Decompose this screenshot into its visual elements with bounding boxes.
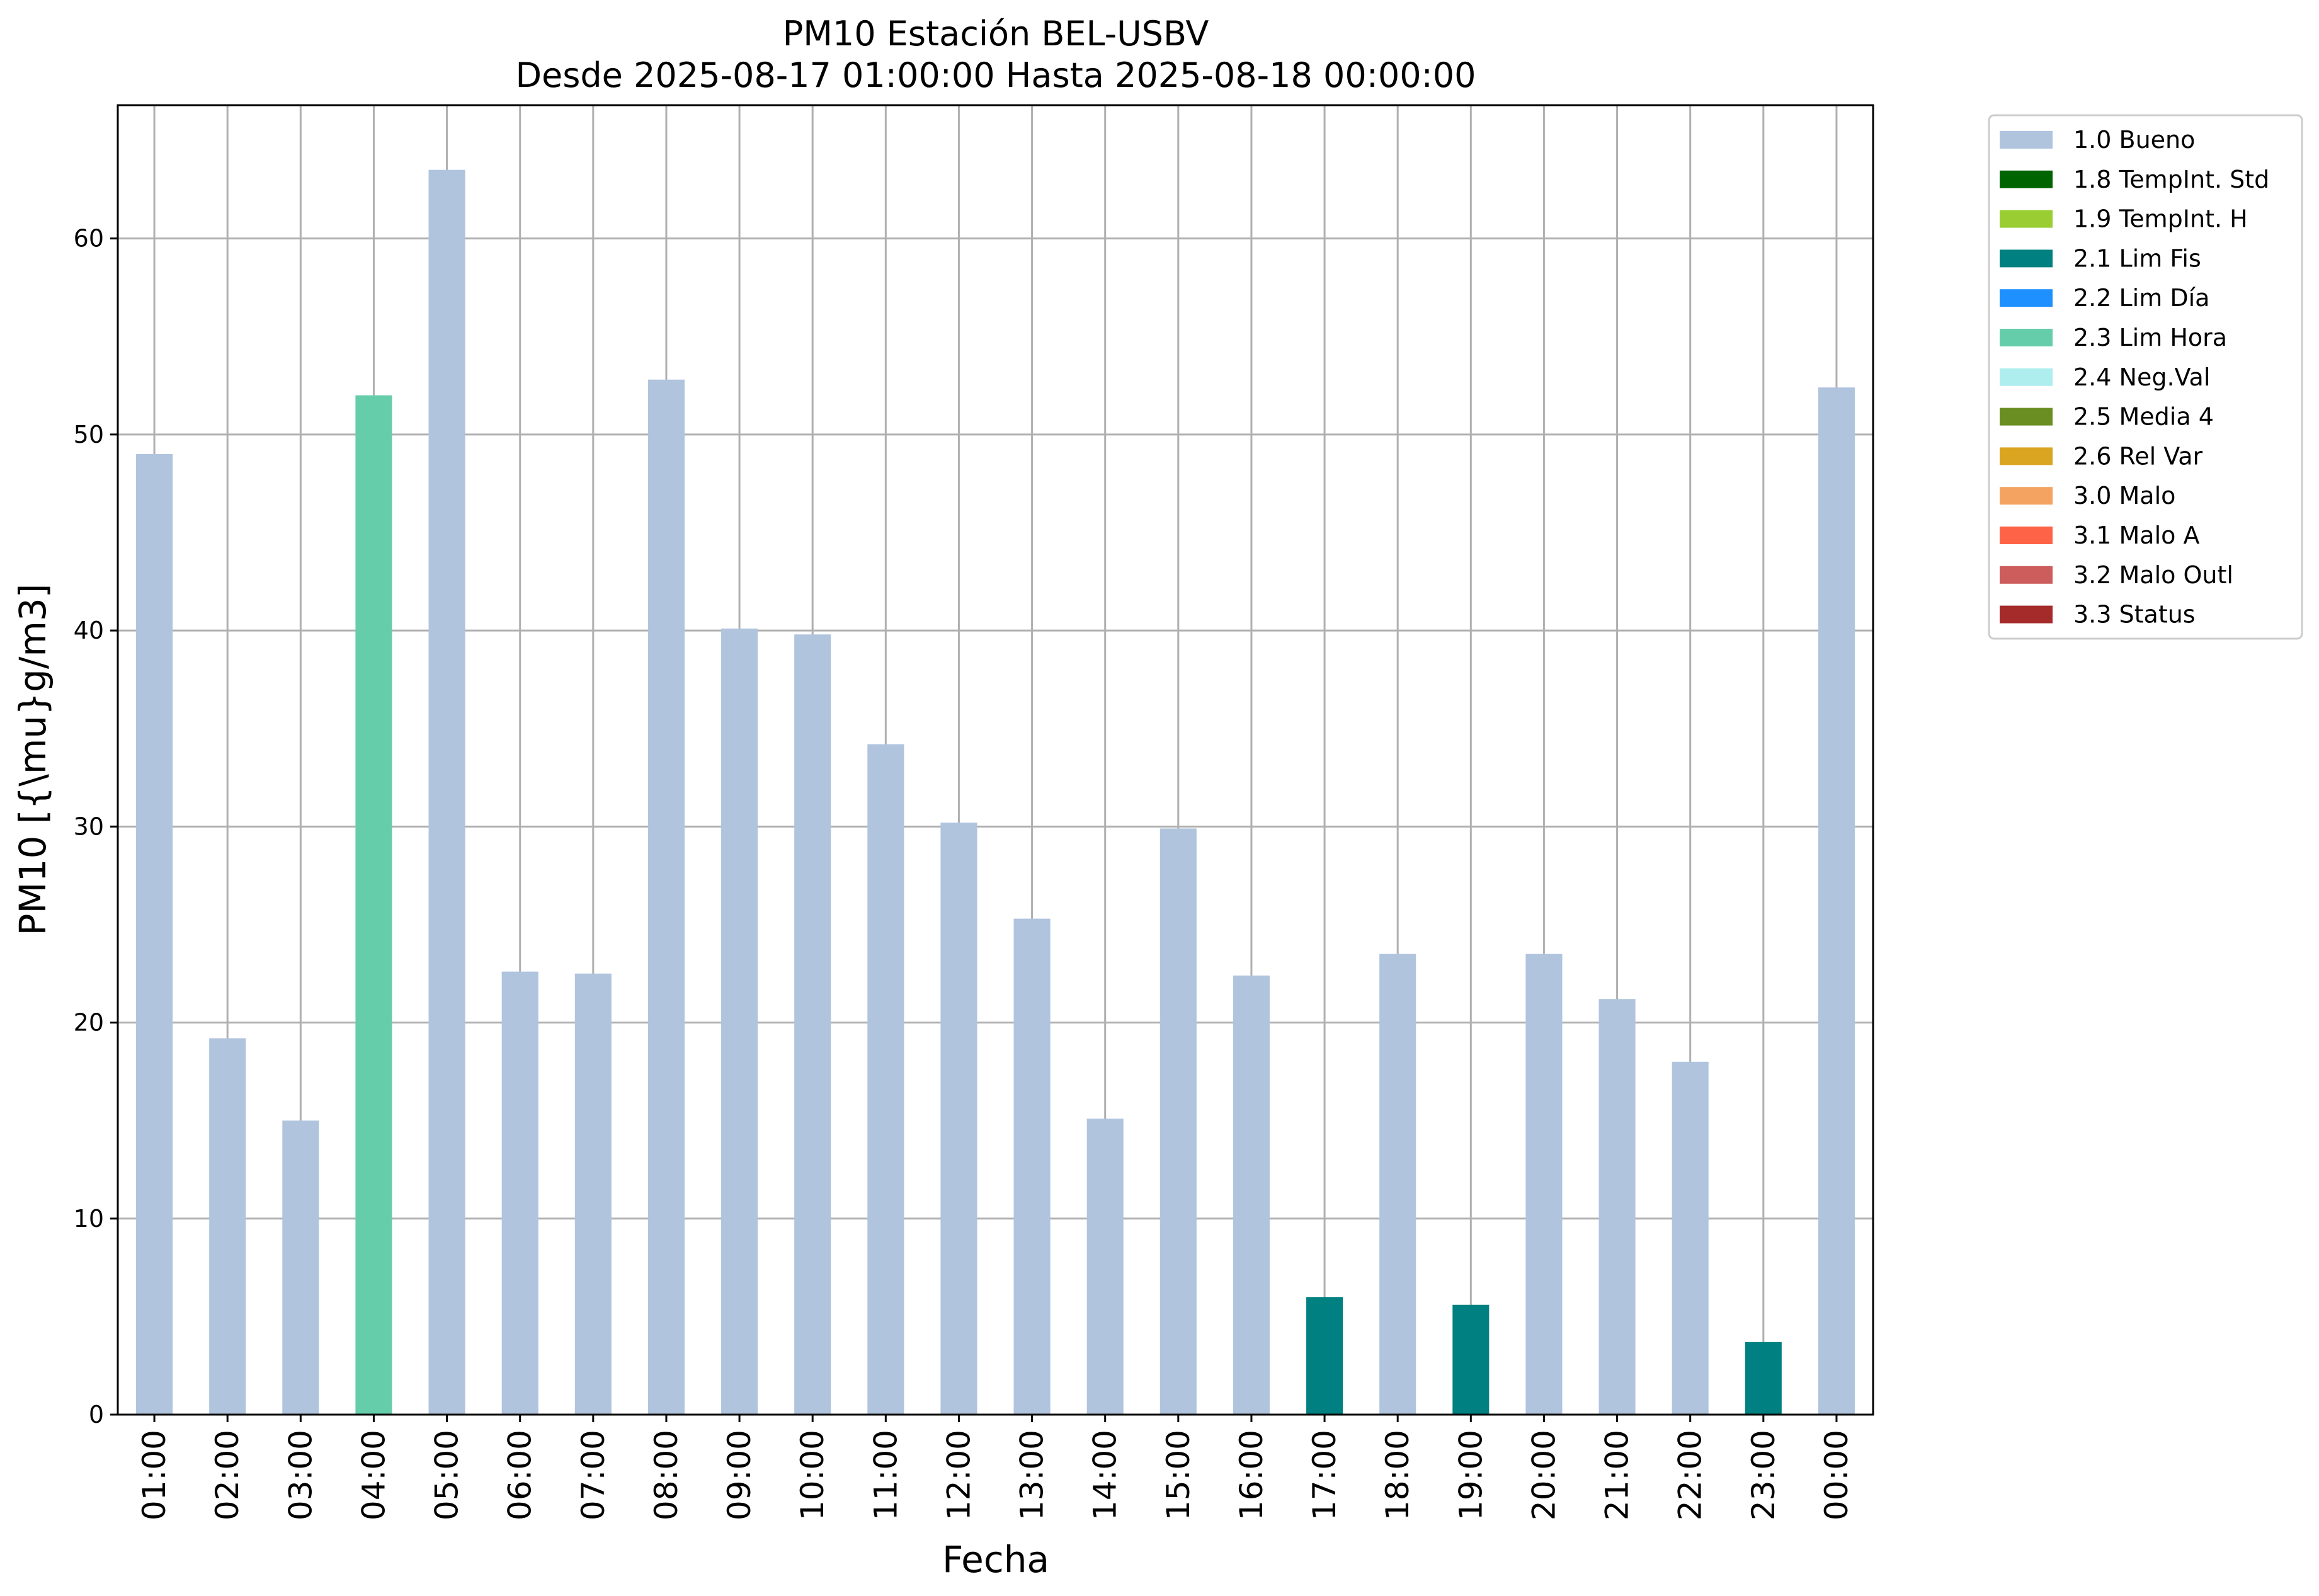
x-tick-label: 07:00 (575, 1430, 612, 1520)
bar (209, 1038, 246, 1415)
x-tick-label: 08:00 (648, 1430, 685, 1520)
legend-swatch (2000, 289, 2053, 307)
legend-swatch (2000, 210, 2053, 228)
x-tick-label: 20:00 (1525, 1430, 1562, 1520)
bar (282, 1120, 319, 1415)
bar (574, 973, 612, 1415)
y-tick-label: 0 (89, 1401, 104, 1428)
x-tick-label: 17:00 (1306, 1430, 1343, 1520)
chart-subtitle: Desde 2025-08-17 01:00:00 Hasta 2025-08-… (515, 55, 1476, 95)
x-tick-label: 23:00 (1745, 1430, 1782, 1520)
bar (355, 395, 392, 1415)
legend-swatch (2000, 170, 2053, 188)
y-tick-label: 10 (74, 1205, 104, 1233)
bar (1233, 975, 1270, 1415)
chart-title: PM10 Estación BEL-USBV (783, 14, 1209, 54)
x-tick-label: 14:00 (1087, 1430, 1124, 1520)
legend-label: 2.5 Media 4 (2073, 403, 2214, 431)
legend-swatch (2000, 566, 2053, 584)
x-tick-label: 13:00 (1014, 1430, 1051, 1520)
legend-swatch (2000, 605, 2053, 624)
legend-label: 1.8 TempInt. Std (2073, 166, 2269, 193)
x-tick-label: 00:00 (1818, 1430, 1855, 1520)
bar (1086, 1119, 1124, 1415)
legend-frame (1988, 114, 2303, 640)
legend-label: 2.3 Lim Hora (2073, 324, 2227, 351)
x-tick-label: 19:00 (1452, 1430, 1489, 1520)
x-axis-label: Fecha (942, 1538, 1049, 1581)
legend-label: 2.2 Lim Día (2073, 284, 2209, 312)
x-tick-label: 09:00 (721, 1430, 758, 1520)
x-tick-label: 21:00 (1599, 1430, 1636, 1520)
bar (1745, 1342, 1782, 1415)
y-tick-label: 20 (74, 1009, 104, 1037)
bar (1598, 999, 1636, 1415)
x-tick-label: 06:00 (502, 1430, 538, 1520)
legend-label: 2.6 Rel Var (2073, 442, 2203, 470)
bar (940, 823, 977, 1415)
x-tick-label: 05:00 (429, 1430, 465, 1520)
bar (136, 453, 173, 1415)
x-tick-label: 02:00 (209, 1430, 246, 1520)
x-tick-label: 11:00 (867, 1430, 904, 1520)
y-tick-label: 40 (74, 617, 104, 644)
bar (1525, 954, 1563, 1415)
bar (647, 379, 685, 1415)
legend-swatch (2000, 447, 2053, 465)
legend-label: 3.2 Malo Outl (2073, 561, 2233, 589)
legend-label: 3.3 Status (2073, 601, 2196, 629)
x-tick-label: 16:00 (1233, 1430, 1270, 1520)
legend-swatch (2000, 408, 2053, 426)
bar (1379, 954, 1416, 1415)
y-axis-label: PM10 [{\mu}g/m3] (11, 584, 54, 936)
plot-frame (117, 104, 1874, 1416)
bar (867, 744, 904, 1415)
legend-label: 3.1 Malo A (2073, 522, 2199, 549)
legend-swatch (2000, 487, 2053, 505)
bar (1672, 1061, 1709, 1415)
x-tick-label: 03:00 (282, 1430, 319, 1520)
legend-swatch (2000, 527, 2053, 544)
legend-label: 2.4 Neg.Val (2073, 363, 2210, 391)
bar (1818, 387, 1855, 1415)
y-tick-label: 30 (74, 812, 104, 840)
legend-swatch (2000, 249, 2053, 268)
y-tick-label: 60 (74, 225, 104, 253)
x-axis-ticks: 01:00 02:00 03:00 04:00 05:00 06:00 07:00 08:00… (136, 1415, 1855, 1520)
x-tick-label: 22:00 (1672, 1430, 1709, 1520)
bar (428, 169, 465, 1415)
legend-label: 3.0 Malo (2073, 482, 2175, 510)
legend-label: 1.0 Bueno (2073, 126, 2195, 154)
x-tick-label: 01:00 (136, 1430, 173, 1520)
x-tick-label: 15:00 (1160, 1430, 1197, 1520)
legend: 1.0 Bueno 1.8 TempInt. Std 1.9 TempInt. H 2… (1988, 114, 2303, 640)
legend-label: 2.1 Lim Fis (2073, 244, 2201, 272)
legend-swatch (2000, 131, 2053, 149)
legend-swatch (2000, 329, 2053, 346)
bar (1452, 1304, 1490, 1415)
x-tick-label: 18:00 (1379, 1430, 1416, 1520)
y-tick-label: 50 (74, 421, 104, 448)
bar (501, 971, 538, 1415)
bar (1306, 1297, 1343, 1415)
y-axis-ticks: 0 10 20 30 40 50 60 (74, 225, 118, 1428)
bar (721, 628, 758, 1415)
bar (1160, 828, 1197, 1415)
legend-items: 1.0 Bueno 1.8 TempInt. Std 1.9 TempInt. H 2… (2000, 126, 2269, 629)
bars (136, 169, 1855, 1415)
bar (1013, 918, 1051, 1415)
x-tick-label: 10:00 (794, 1430, 831, 1520)
legend-swatch (2000, 368, 2053, 386)
x-tick-label: 04:00 (355, 1430, 392, 1520)
x-tick-label: 12:00 (940, 1430, 977, 1520)
bar (794, 634, 831, 1415)
legend-label: 1.9 TempInt. H (2073, 205, 2248, 233)
